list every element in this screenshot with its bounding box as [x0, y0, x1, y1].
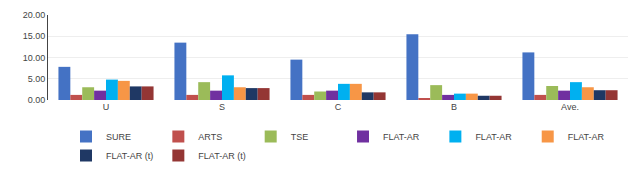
- svg-text:C: C: [335, 102, 342, 112]
- svg-text:0.00: 0.00: [28, 95, 46, 105]
- svg-text:20.00: 20.00: [23, 10, 46, 20]
- svg-text:FLAT-AR (t): FLAT-AR (t): [198, 151, 245, 161]
- svg-text:FLAT-AR (t): FLAT-AR (t): [106, 151, 153, 161]
- svg-text:FLAT-AR: FLAT-AR: [568, 132, 605, 142]
- svg-text:ARTS: ARTS: [198, 132, 222, 142]
- svg-text:FLAT-AR: FLAT-AR: [475, 132, 512, 142]
- svg-text:SURE: SURE: [106, 132, 131, 142]
- svg-text:S: S: [219, 102, 225, 112]
- svg-text:Ave.: Ave.: [561, 102, 579, 112]
- svg-text:15.00: 15.00: [23, 31, 46, 41]
- svg-text:5.00: 5.00: [28, 74, 46, 84]
- svg-text:U: U: [103, 102, 110, 112]
- svg-text:FLAT-AR: FLAT-AR: [383, 132, 420, 142]
- svg-text:TSE: TSE: [291, 132, 309, 142]
- svg-text:B: B: [451, 102, 457, 112]
- svg-text:10.00: 10.00: [23, 53, 46, 63]
